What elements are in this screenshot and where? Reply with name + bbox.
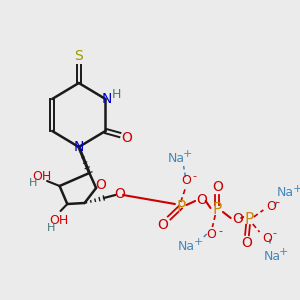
Text: O: O [266,200,276,214]
Text: P: P [176,200,185,214]
Text: S: S [74,49,83,63]
Text: P: P [213,202,222,217]
Text: O: O [206,229,216,242]
Text: P: P [244,212,254,227]
Text: O: O [95,178,106,192]
Text: -: - [218,226,222,236]
Text: O: O [121,131,132,145]
Text: Na: Na [263,250,280,262]
Text: N: N [101,92,112,106]
Text: H: H [28,178,37,188]
Text: O: O [232,212,243,226]
Text: +: + [292,184,300,194]
Text: OH: OH [33,169,52,182]
Text: O: O [157,218,168,232]
Text: H: H [111,88,121,100]
Text: O: O [242,236,252,250]
Text: +: + [193,237,203,247]
Text: O: O [196,193,207,207]
Text: Na: Na [277,187,294,200]
Text: OH: OH [49,214,68,226]
Text: H: H [47,223,55,233]
Text: O: O [212,180,223,194]
Text: O: O [182,173,191,187]
Text: Na: Na [178,239,195,253]
Text: -: - [273,228,277,238]
Text: O: O [115,187,126,201]
Text: +: + [183,149,192,159]
Text: N: N [74,140,84,154]
Text: +: + [279,247,288,257]
Text: -: - [192,171,196,181]
Text: Na: Na [167,152,184,164]
Text: O: O [262,232,272,244]
Text: -: - [276,197,280,207]
